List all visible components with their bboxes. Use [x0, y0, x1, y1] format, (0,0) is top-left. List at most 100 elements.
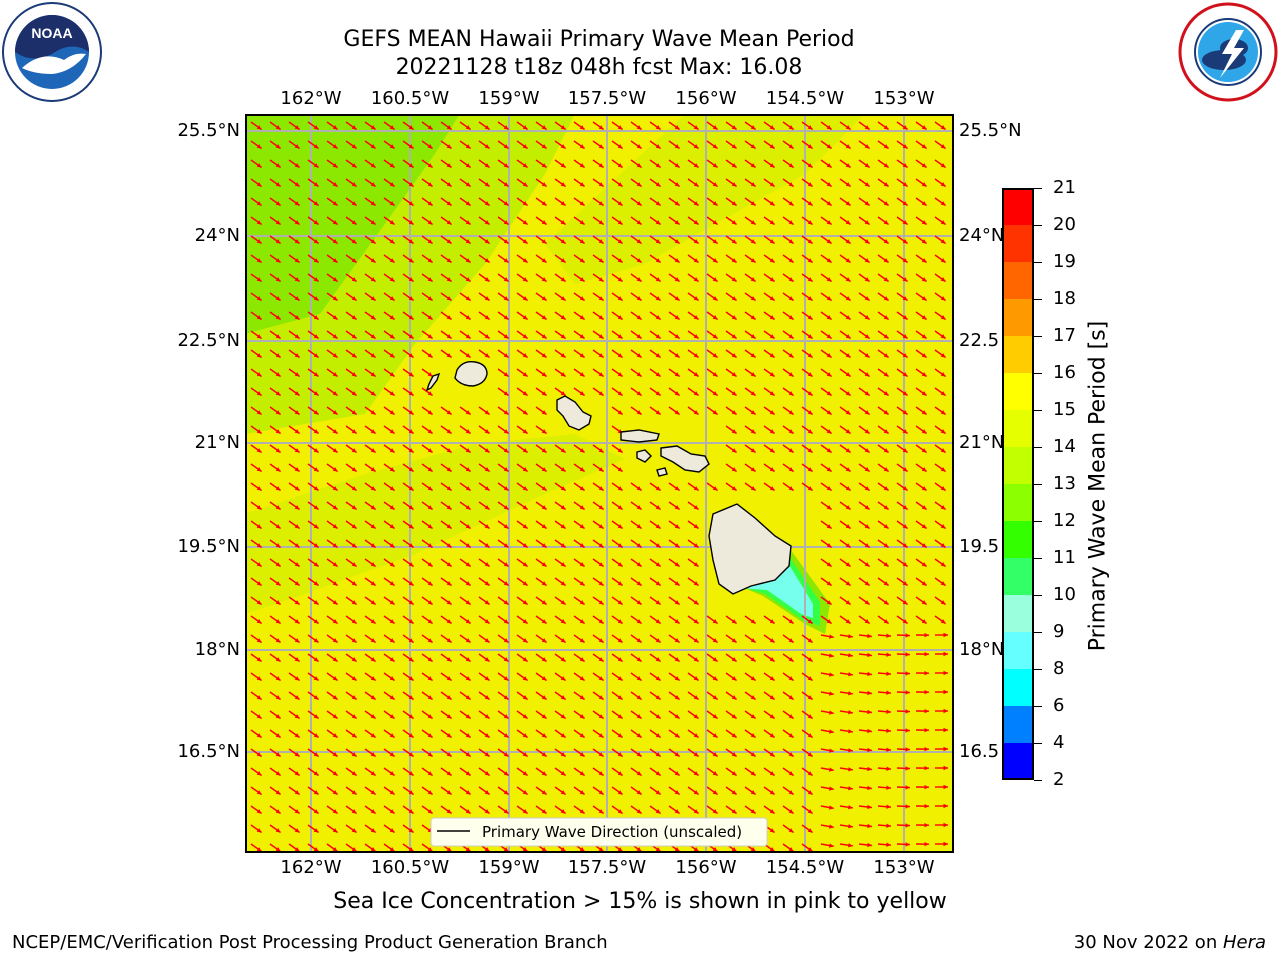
wave-arrow-head: [636, 163, 642, 168]
wave-arrow-head: [655, 600, 661, 605]
wave-arrow-head: [579, 543, 585, 548]
wave-arrow-head: [902, 429, 908, 434]
wave-arrow-head: [807, 771, 813, 776]
wave-arrow-head: [674, 543, 680, 548]
wave-arrow-head: [750, 657, 756, 662]
wave-arrow-head: [579, 239, 585, 244]
wave-arrow-head: [924, 728, 929, 733]
wave-arrow-head: [313, 524, 319, 529]
wave-arrow-head: [389, 505, 395, 510]
wave-arrow-head: [864, 220, 870, 225]
wave-arrow-head: [788, 277, 794, 282]
lon-label-top: 156°W: [675, 88, 737, 109]
wave-arrow-head: [484, 182, 490, 187]
wave-arrow-head: [864, 277, 870, 282]
wave-arrow-head: [351, 467, 357, 472]
wave-arrow-head: [731, 467, 737, 472]
wave-arrow-head: [294, 296, 300, 301]
wave-arrow-head: [484, 429, 490, 434]
wave-arrow-head: [636, 543, 642, 548]
wave-arrow-head: [408, 524, 414, 529]
wave-arrow-head: [598, 619, 604, 624]
wave-arrow-head: [883, 505, 889, 510]
wave-arrow-head: [655, 182, 661, 187]
wave-arrow-head: [332, 315, 338, 320]
wave-arrow-head: [598, 695, 604, 700]
wave-arrow-head: [826, 410, 832, 415]
wave-arrow-head: [332, 220, 338, 225]
wave-arrow-head: [313, 277, 319, 282]
wave-arrow-head: [370, 733, 376, 738]
wave-arrow-head: [883, 619, 889, 624]
wave-arrow-head: [845, 220, 851, 225]
wave-arrow-head: [826, 201, 832, 206]
wave-arrow-head: [370, 353, 376, 358]
lat-label-right: 22.5: [959, 330, 1000, 351]
colorbar-segment: [1002, 706, 1034, 744]
wave-arrow-head: [522, 144, 528, 149]
wave-arrow-head: [332, 429, 338, 434]
wave-arrow-head: [940, 144, 946, 149]
wave-arrow-head: [313, 505, 319, 510]
wave-arrow-head: [617, 524, 623, 529]
wave-arrow-head: [503, 657, 509, 662]
wave-arrow-head: [256, 372, 262, 377]
wave-arrow-head: [598, 809, 604, 814]
wave-arrow-head: [674, 771, 680, 776]
wave-arrow-head: [313, 771, 319, 776]
wave-arrow-head: [750, 410, 756, 415]
wave-arrow-head: [693, 752, 699, 757]
wave-arrow-head: [826, 486, 832, 491]
wave-arrow-head: [807, 410, 813, 415]
wave-arrow-head: [902, 163, 908, 168]
wave-arrow-head: [389, 125, 395, 130]
wave-arrow-head: [579, 277, 585, 282]
wave-arrow-head: [427, 714, 433, 719]
wave-arrow-head: [370, 524, 376, 529]
wave-arrow-head: [788, 486, 794, 491]
wave-arrow-head: [465, 543, 471, 548]
wave-arrow-head: [845, 372, 851, 377]
wave-arrow-head: [579, 201, 585, 206]
wave-arrow-head: [921, 144, 927, 149]
wave-arrow-head: [275, 258, 281, 263]
wave-arrow-head: [465, 125, 471, 130]
wave-arrow-head: [541, 467, 547, 472]
wave-arrow-head: [427, 847, 433, 852]
wave-arrow-head: [560, 543, 566, 548]
very-short-period-zone: [737, 558, 813, 618]
wave-arrow-head: [389, 144, 395, 149]
wave-arrow-head: [750, 258, 756, 263]
wave-arrow-head: [712, 657, 718, 662]
wave-arrow-head: [313, 334, 319, 339]
lat-label-right: 21°N: [959, 432, 1005, 453]
colorbar-tick-label: 13: [1053, 473, 1076, 494]
wave-arrow-head: [864, 315, 870, 320]
wave-arrow-head: [313, 733, 319, 738]
wave-arrow-head: [446, 163, 452, 168]
map-legend: Primary Wave Direction (unscaled): [430, 817, 768, 847]
wave-arrow-head: [484, 239, 490, 244]
wave-arrow-head: [905, 652, 910, 657]
wave-arrow-head: [351, 657, 357, 662]
wave-arrow-head: [484, 676, 490, 681]
wave-arrow-head: [256, 334, 262, 339]
wave-arrow-head: [579, 695, 585, 700]
wave-arrow-head: [313, 695, 319, 700]
wave-arrow-head: [598, 562, 604, 567]
wave-arrow-head: [674, 125, 680, 130]
wave-arrow-head: [351, 790, 357, 795]
wave-arrow-head: [560, 163, 566, 168]
wave-arrow-head: [769, 277, 775, 282]
wave-arrow-head: [332, 581, 338, 586]
wave-arrow-head: [465, 220, 471, 225]
wave-arrow-head: [294, 562, 300, 567]
colorbar-tick-label: 18: [1053, 288, 1076, 309]
wave-arrow-head: [522, 524, 528, 529]
wave-arrow-head: [370, 163, 376, 168]
wave-arrow-head: [408, 258, 414, 263]
wave-arrow-head: [541, 581, 547, 586]
wave-arrow-head: [769, 619, 775, 624]
wave-arrow-head: [636, 771, 642, 776]
wave-arrow-head: [826, 562, 832, 567]
